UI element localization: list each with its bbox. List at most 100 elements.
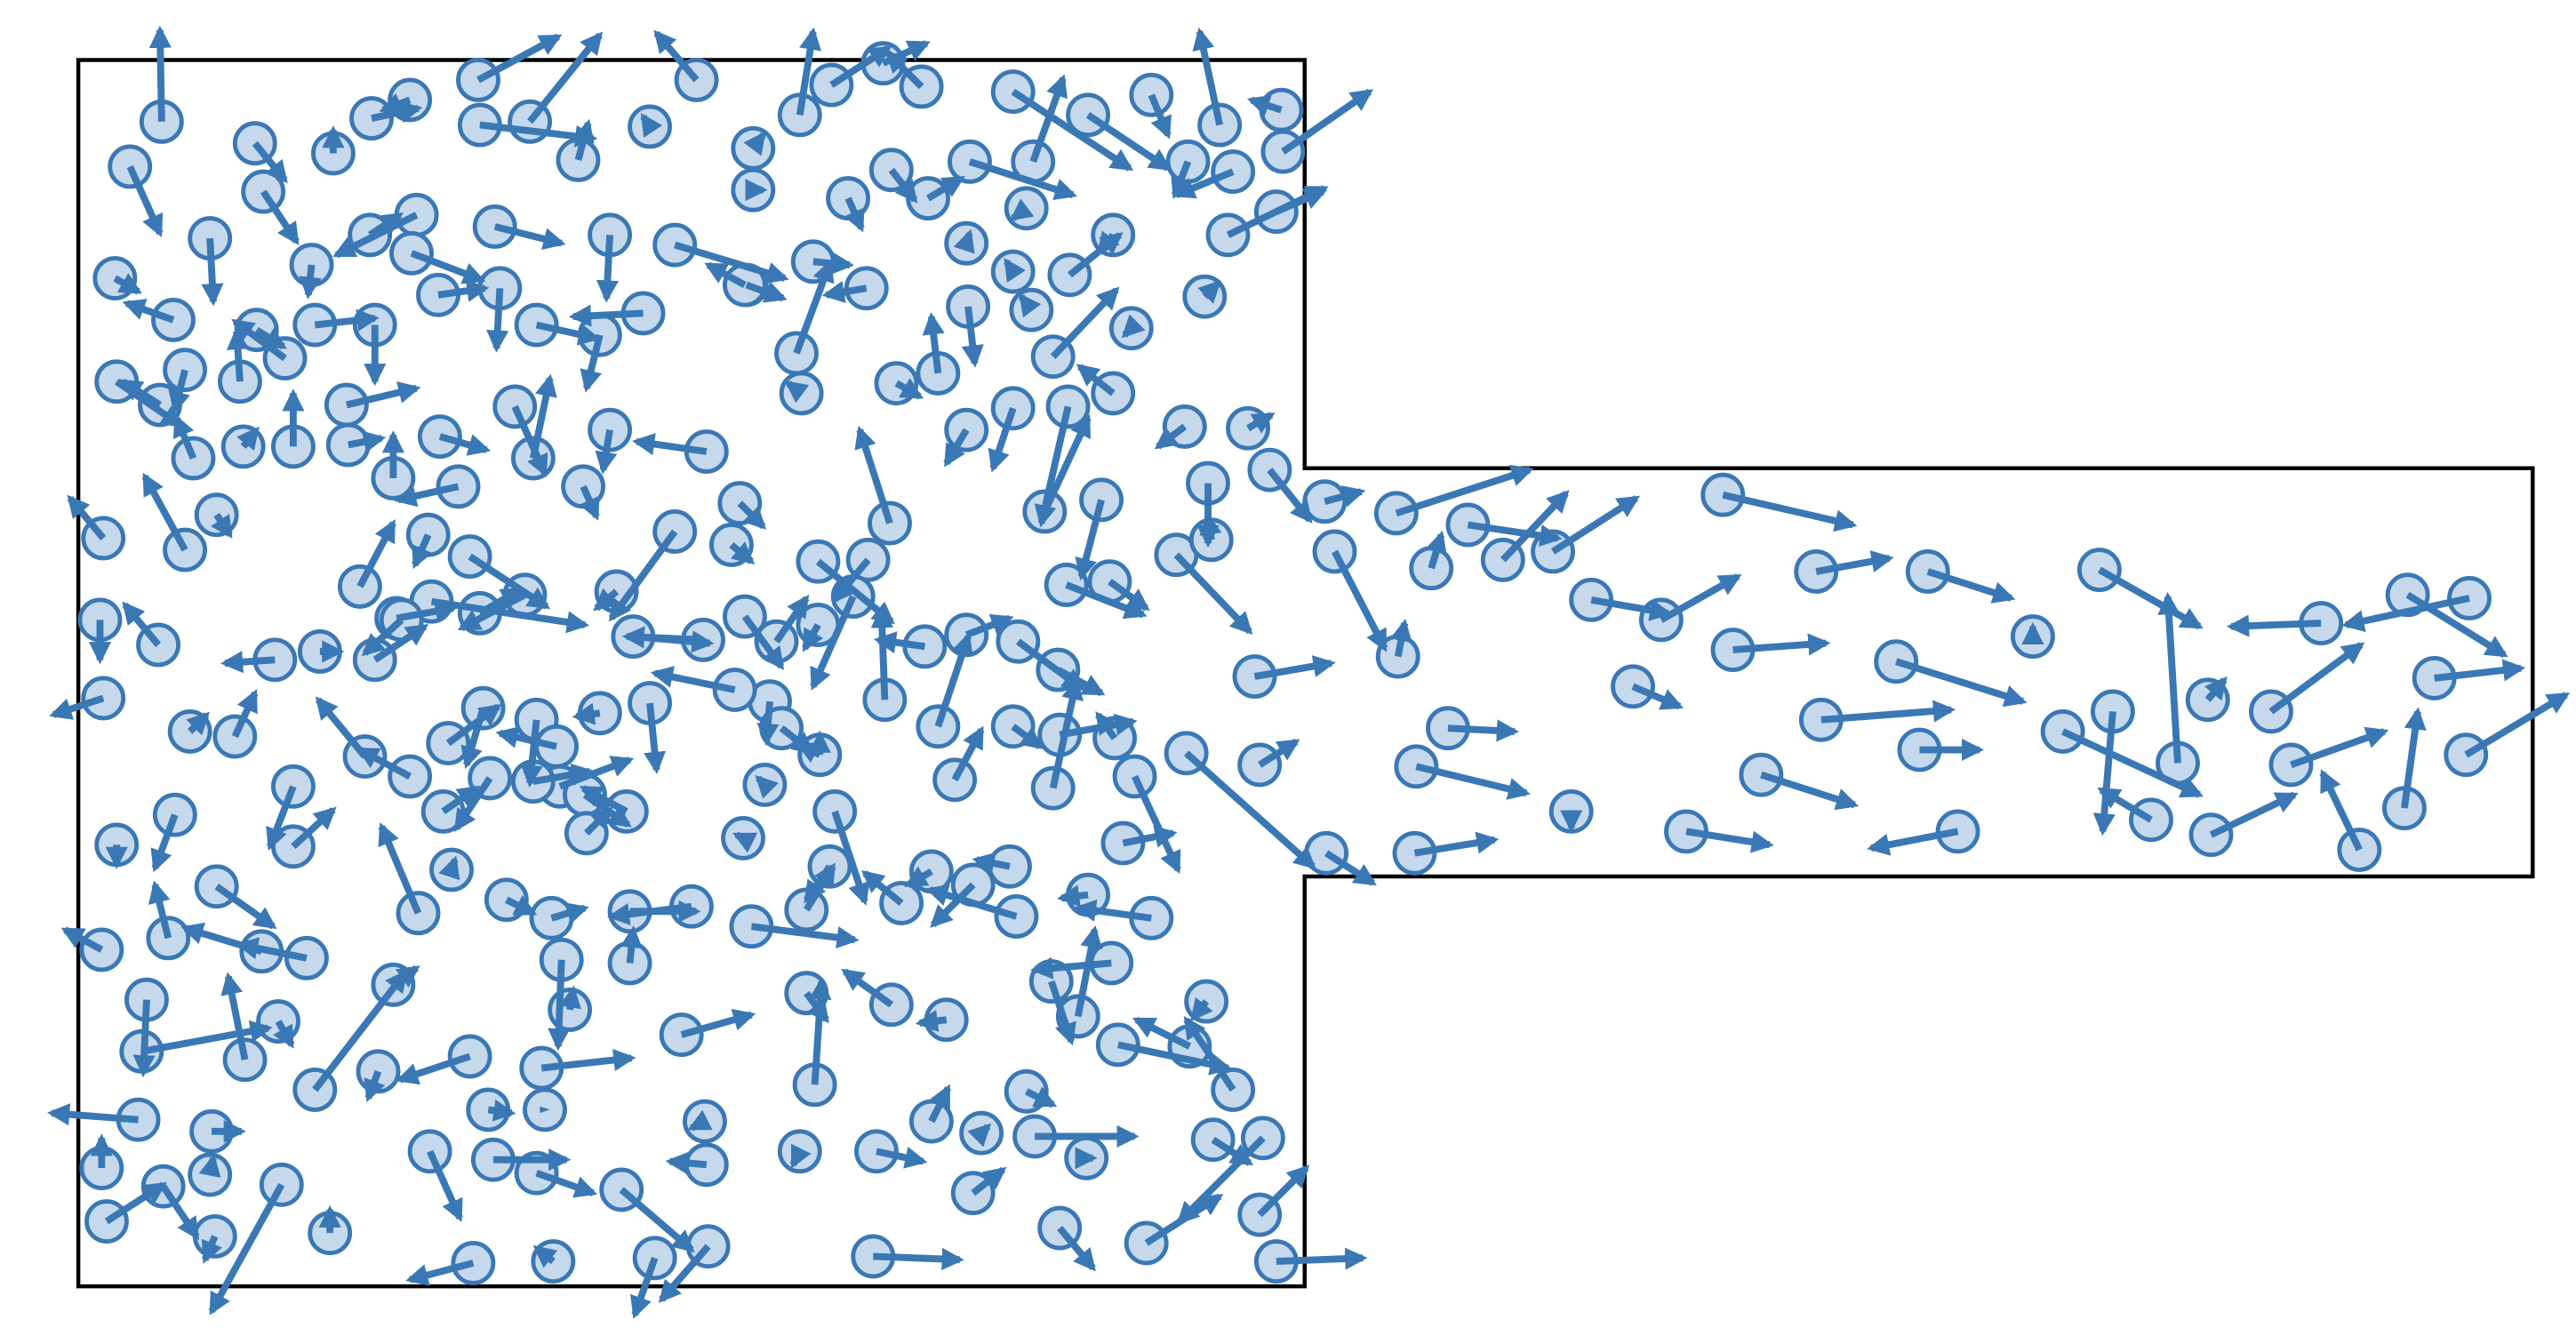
velocity-arrow bbox=[299, 264, 322, 300]
particle bbox=[456, 58, 500, 102]
velocity-arrow bbox=[1009, 198, 1035, 221]
velocity-arrow bbox=[1324, 850, 1377, 886]
velocity-arrow bbox=[126, 164, 164, 238]
velocity-arrow bbox=[1257, 1164, 1310, 1218]
velocity-arrow bbox=[593, 588, 620, 612]
velocity-arrow bbox=[584, 806, 613, 836]
velocity-arrow bbox=[60, 926, 104, 953]
velocity-arrow bbox=[427, 1149, 463, 1222]
velocity-arrow bbox=[789, 1143, 812, 1169]
particle bbox=[447, 534, 492, 580]
velocity-arrow bbox=[405, 1260, 475, 1286]
velocity-arrow bbox=[741, 614, 785, 670]
velocity-arrow bbox=[1190, 996, 1213, 1022]
velocity-arrow bbox=[1011, 88, 1134, 172]
velocity-arrow bbox=[926, 175, 965, 202]
velocity-arrow bbox=[1867, 828, 1959, 856]
velocity-arrow bbox=[540, 1106, 550, 1114]
particle bbox=[2268, 742, 2314, 788]
velocity-arrow bbox=[214, 884, 277, 930]
velocity-arrow bbox=[1116, 1041, 1233, 1076]
velocity-arrow bbox=[208, 1182, 285, 1316]
velocity-arrow bbox=[873, 1247, 964, 1270]
velocity-arrow bbox=[922, 312, 945, 374]
velocity-arrow bbox=[1172, 168, 1235, 199]
velocity-arrow bbox=[1590, 596, 1673, 621]
velocity-arrow bbox=[201, 237, 224, 307]
velocity-arrow bbox=[943, 428, 970, 468]
velocity-arrow bbox=[888, 167, 918, 204]
velocity-arrow bbox=[453, 776, 493, 832]
velocity-arrow bbox=[312, 969, 408, 1092]
velocity-arrow bbox=[2097, 787, 2154, 823]
velocity-arrow bbox=[476, 33, 563, 84]
particle bbox=[356, 1049, 401, 1094]
velocity-arrow bbox=[2157, 592, 2181, 764]
velocity-arrow bbox=[953, 228, 975, 254]
velocity-arrow bbox=[773, 594, 810, 644]
velocity-arrow bbox=[487, 1099, 516, 1122]
velocity-arrow bbox=[460, 707, 487, 770]
velocity-arrow bbox=[1413, 831, 1500, 857]
particle bbox=[389, 231, 434, 276]
velocity-arrow bbox=[315, 696, 368, 759]
velocity-arrow bbox=[2226, 614, 2322, 637]
velocity-arrow bbox=[930, 882, 976, 928]
velocity-arrow bbox=[743, 131, 766, 156]
velocity-arrow bbox=[1029, 74, 1068, 164]
particles bbox=[77, 41, 2492, 1285]
velocity-arrow bbox=[1760, 771, 1860, 811]
velocity-arrow bbox=[122, 601, 162, 647]
velocity-arrow bbox=[67, 494, 107, 540]
velocity-arrow bbox=[104, 1181, 167, 1225]
velocity-arrow bbox=[2401, 707, 2427, 809]
velocity-arrow bbox=[1097, 230, 1120, 255]
velocity-arrow bbox=[804, 864, 833, 904]
velocity-arrow bbox=[445, 703, 502, 747]
velocity-arrow bbox=[1085, 112, 1172, 172]
velocity-arrow bbox=[535, 1169, 598, 1198]
velocity-arrows bbox=[47, 25, 2571, 1319]
particle bbox=[388, 754, 433, 799]
velocity-arrow bbox=[596, 235, 619, 303]
velocity-arrow bbox=[572, 702, 601, 725]
velocity-arrow bbox=[2290, 726, 2389, 769]
velocity-arrow bbox=[1631, 683, 1684, 710]
velocity-arrow bbox=[201, 1235, 223, 1264]
velocity-arrow bbox=[291, 806, 337, 850]
velocity-arrow bbox=[674, 241, 789, 284]
velocity-arrow bbox=[548, 959, 571, 1052]
velocity-arrow bbox=[1820, 700, 1956, 724]
velocity-arrow bbox=[1324, 485, 1366, 508]
velocity-arrow bbox=[964, 613, 1014, 638]
velocity-arrow bbox=[844, 196, 865, 233]
velocity-arrow bbox=[150, 813, 179, 873]
velocity-arrow bbox=[1395, 464, 1534, 517]
velocity-arrow bbox=[559, 985, 581, 1011]
velocity-arrow bbox=[876, 1147, 928, 1169]
velocity-arrow bbox=[186, 711, 211, 736]
velocity-arrow bbox=[529, 373, 557, 460]
velocity-arrow bbox=[394, 483, 460, 508]
velocity-arrow bbox=[1148, 93, 1172, 140]
velocity-arrow bbox=[568, 304, 644, 327]
velocity-arrow bbox=[252, 140, 288, 184]
velocity-arrow bbox=[608, 529, 678, 622]
velocity-arrow bbox=[860, 870, 904, 907]
velocity-arrow bbox=[1815, 550, 1894, 575]
velocity-arrow bbox=[535, 321, 601, 346]
particle bbox=[1004, 1068, 1049, 1114]
velocity-arrow bbox=[1108, 579, 1150, 612]
velocity-arrow bbox=[361, 617, 404, 657]
velocity-arrow bbox=[704, 261, 747, 289]
velocity-arrow bbox=[1267, 468, 1313, 524]
velocity-arrow bbox=[580, 333, 604, 393]
velocity-arrow bbox=[988, 407, 1017, 473]
velocity-arrow bbox=[579, 484, 600, 521]
velocity-arrow bbox=[650, 666, 736, 693]
velocity-arrow bbox=[391, 964, 420, 988]
velocity-arrow bbox=[884, 50, 924, 90]
particle bbox=[812, 788, 858, 834]
velocity-arrow bbox=[505, 894, 538, 916]
